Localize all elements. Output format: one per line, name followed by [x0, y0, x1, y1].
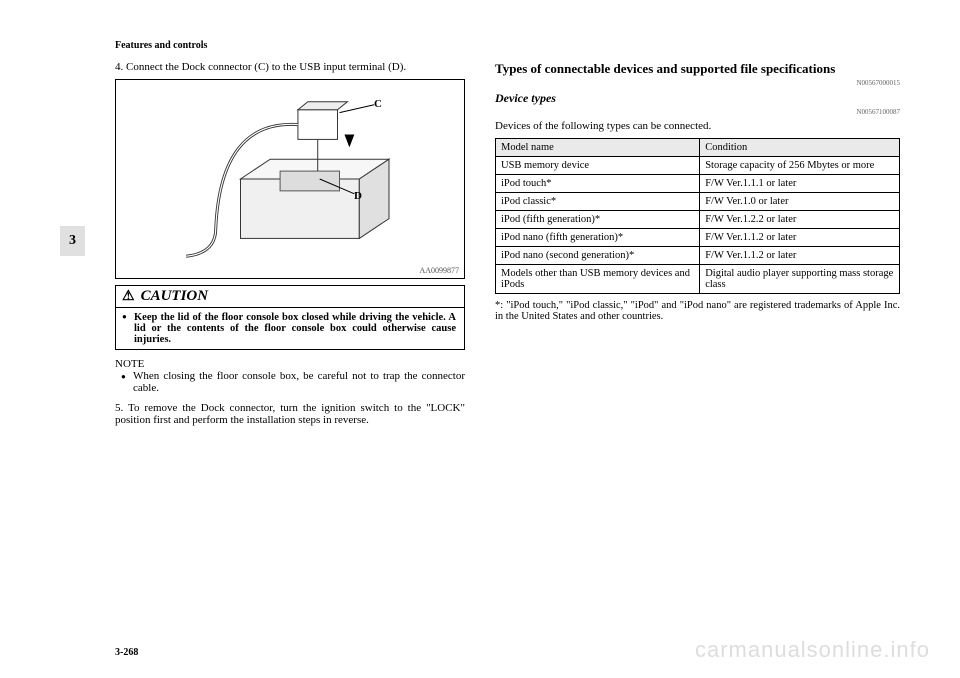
caution-body: Keep the lid of the floor console box cl…	[116, 308, 464, 349]
right-column: Types of connectable devices and support…	[495, 61, 900, 322]
table-row: iPod classic* F/W Ver.1.0 or later	[496, 193, 900, 211]
cell-cond: Storage capacity of 256 Mbytes or more	[700, 157, 900, 175]
trademark-footnote: *: "iPod touch," "iPod classic," "iPod" …	[495, 300, 900, 322]
page-header: Features and controls	[115, 40, 900, 51]
note-label: NOTE	[115, 358, 465, 370]
left-margin: 3	[60, 61, 115, 432]
cell-cond: F/W Ver.1.0 or later	[700, 193, 900, 211]
cell-cond: F/W Ver.1.2.2 or later	[700, 211, 900, 229]
table-head-row: Model name Condition	[496, 139, 900, 157]
cell-model: iPod touch*	[496, 175, 700, 193]
col-condition: Condition	[700, 139, 900, 157]
cell-cond: F/W Ver.1.1.1 or later	[700, 175, 900, 193]
page: Features and controls 3 4. Connect the D…	[0, 0, 960, 678]
section-title: Types of connectable devices and support…	[495, 61, 900, 77]
col-model: Model name	[496, 139, 700, 157]
cell-cond: F/W Ver.1.1.2 or later	[700, 229, 900, 247]
cell-model: iPod (fifth generation)*	[496, 211, 700, 229]
columns: 3 4. Connect the Dock connector (C) to t…	[60, 61, 900, 647]
sub-title-device-types: Device types	[495, 91, 900, 106]
left-column: 3 4. Connect the Dock connector (C) to t…	[60, 61, 465, 432]
cell-cond: Digital audio player supporting mass sto…	[700, 265, 900, 294]
warning-icon: ⚠	[122, 288, 135, 305]
table-row: Models other than USB memory devices and…	[496, 265, 900, 294]
caution-box: ⚠ CAUTION Keep the lid of the floor cons…	[115, 285, 465, 350]
table-row: USB memory device Storage capacity of 25…	[496, 157, 900, 175]
section-id-1: N00567000015	[495, 79, 900, 87]
cell-cond: F/W Ver.1.1.2 or later	[700, 247, 900, 265]
cell-model: iPod nano (fifth generation)*	[496, 229, 700, 247]
cell-model: iPod classic*	[496, 193, 700, 211]
cell-model: iPod nano (second generation)*	[496, 247, 700, 265]
device-spec-table: Model name Condition USB memory device S…	[495, 138, 900, 294]
step-4: 4. Connect the Dock connector (C) to the…	[115, 61, 465, 73]
caution-title: ⚠ CAUTION	[116, 286, 464, 308]
cell-model: USB memory device	[496, 157, 700, 175]
table-row: iPod nano (second generation)* F/W Ver.1…	[496, 247, 900, 265]
section-id-2: N00567100087	[495, 108, 900, 116]
diagram-label-d: D	[354, 190, 362, 202]
chapter-tab: 3	[60, 226, 85, 256]
watermark: carmanualsonline.info	[695, 637, 930, 663]
diagram-id: AA0099877	[419, 266, 459, 275]
table-row: iPod nano (fifth generation)* F/W Ver.1.…	[496, 229, 900, 247]
note-body: When closing the floor console box, be c…	[115, 370, 465, 394]
table-row: iPod (fifth generation)* F/W Ver.1.2.2 o…	[496, 211, 900, 229]
intro-text: Devices of the following types can be co…	[495, 120, 900, 132]
dock-connector-diagram: C D AA0099877	[115, 79, 465, 279]
step-5: 5. To remove the Dock connector, turn th…	[115, 402, 465, 426]
table-row: iPod touch* F/W Ver.1.1.1 or later	[496, 175, 900, 193]
diagram-label-c: C	[374, 98, 382, 110]
caution-title-text: CAUTION	[141, 288, 209, 305]
cell-model: Models other than USB memory devices and…	[496, 265, 700, 294]
left-content: 4. Connect the Dock connector (C) to the…	[115, 61, 465, 432]
